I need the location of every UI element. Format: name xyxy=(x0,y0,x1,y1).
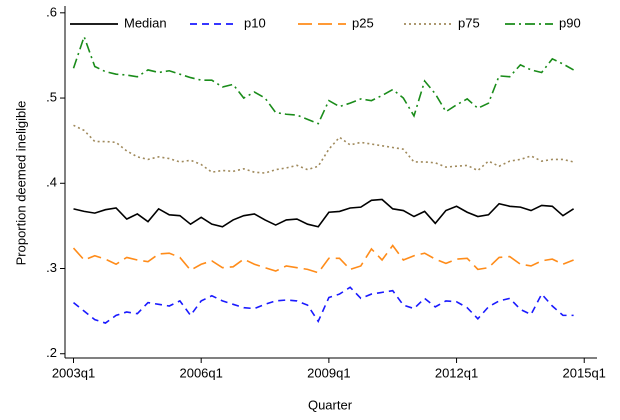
x-tick-label: 2015q1 xyxy=(563,365,606,380)
series-line xyxy=(73,124,574,174)
legend-label: p10 xyxy=(244,15,266,30)
y-tick-label: .6 xyxy=(46,4,57,19)
legend-label: p25 xyxy=(352,15,374,30)
series-line xyxy=(73,286,574,324)
x-tick-label: 2006q1 xyxy=(179,365,222,380)
y-axis-label: Proportion deemed ineligible xyxy=(13,101,28,266)
series-line xyxy=(72,34,574,125)
y-tick-label: .5 xyxy=(46,89,57,104)
x-tick-label: 2003q1 xyxy=(52,365,95,380)
y-tick-label: .3 xyxy=(46,260,57,275)
y-tick-label: .2 xyxy=(46,345,57,360)
x-tick-label: 2012q1 xyxy=(435,365,478,380)
x-axis-label: Quarter xyxy=(308,397,353,412)
legend-label: p75 xyxy=(458,15,480,30)
series-line xyxy=(72,244,574,274)
legend-label: Median xyxy=(124,15,167,30)
legend-label: p90 xyxy=(559,15,581,30)
y-tick-label: .4 xyxy=(46,175,57,190)
series-line xyxy=(73,198,575,228)
x-tick-label: 2009q1 xyxy=(307,365,350,380)
